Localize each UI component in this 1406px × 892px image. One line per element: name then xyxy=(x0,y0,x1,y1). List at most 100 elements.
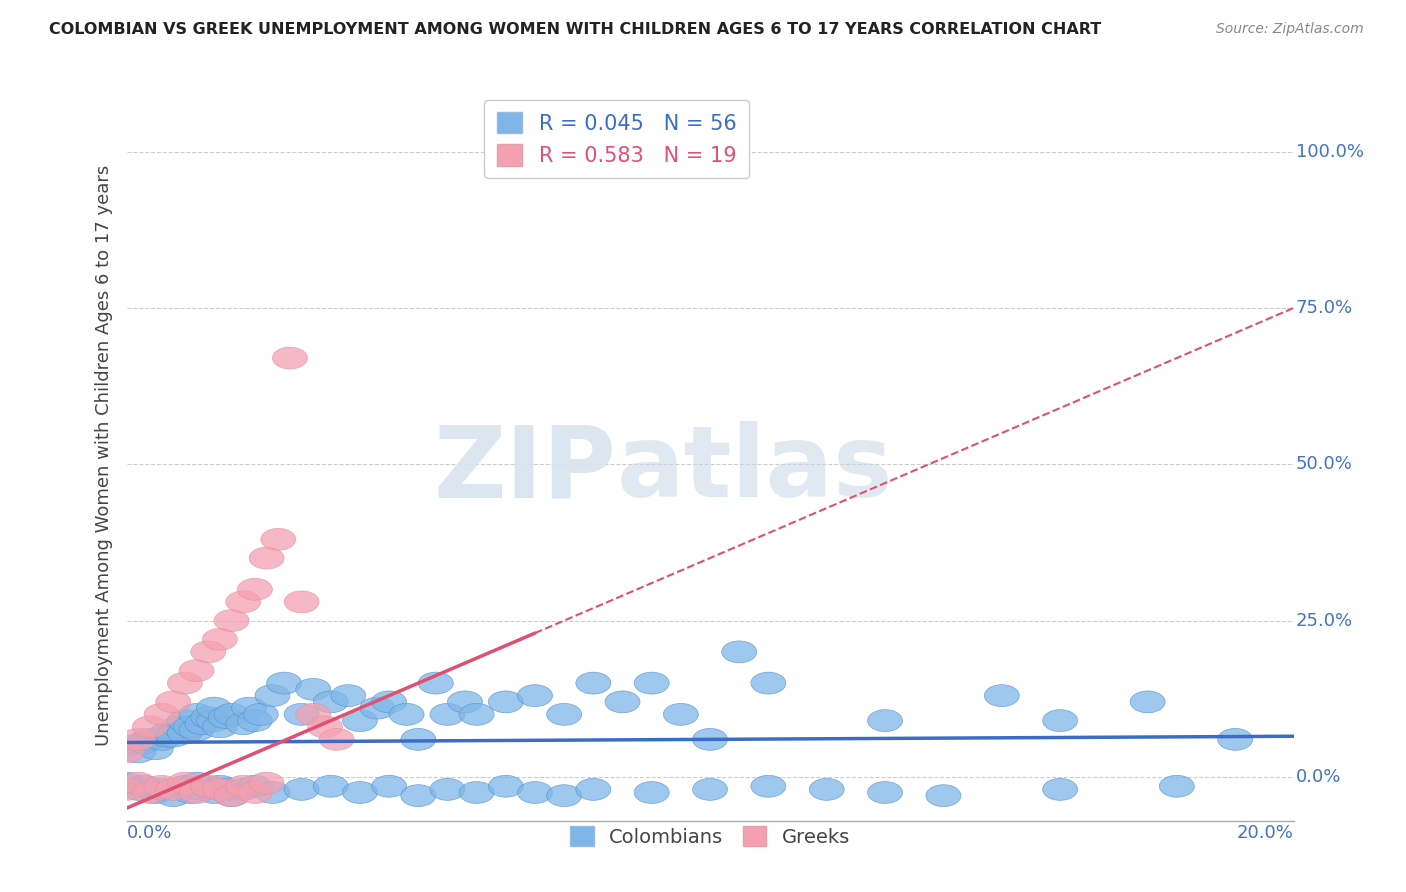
Ellipse shape xyxy=(162,716,197,738)
Ellipse shape xyxy=(330,685,366,706)
Ellipse shape xyxy=(576,779,610,800)
Legend: Colombians, Greeks: Colombians, Greeks xyxy=(562,819,858,855)
Ellipse shape xyxy=(127,731,162,754)
Ellipse shape xyxy=(721,641,756,663)
Ellipse shape xyxy=(184,779,219,800)
Ellipse shape xyxy=(202,779,238,800)
Ellipse shape xyxy=(167,673,202,694)
Ellipse shape xyxy=(156,691,191,713)
Ellipse shape xyxy=(214,785,249,806)
Y-axis label: Unemployment Among Women with Children Ages 6 to 17 years: Unemployment Among Women with Children A… xyxy=(94,164,112,746)
Ellipse shape xyxy=(430,779,465,800)
Ellipse shape xyxy=(132,716,167,738)
Ellipse shape xyxy=(197,781,232,804)
Ellipse shape xyxy=(179,660,214,681)
Text: COLOMBIAN VS GREEK UNEMPLOYMENT AMONG WOMEN WITH CHILDREN AGES 6 TO 17 YEARS COR: COLOMBIAN VS GREEK UNEMPLOYMENT AMONG WO… xyxy=(49,22,1101,37)
Ellipse shape xyxy=(1043,779,1077,800)
Ellipse shape xyxy=(576,673,610,694)
Ellipse shape xyxy=(517,781,553,804)
Ellipse shape xyxy=(273,347,308,369)
Ellipse shape xyxy=(243,704,278,725)
Ellipse shape xyxy=(314,691,349,713)
Ellipse shape xyxy=(121,779,156,800)
Ellipse shape xyxy=(226,775,260,797)
Ellipse shape xyxy=(110,735,143,756)
Ellipse shape xyxy=(254,685,290,706)
Ellipse shape xyxy=(167,775,202,797)
Ellipse shape xyxy=(295,679,330,700)
Ellipse shape xyxy=(156,785,191,806)
Ellipse shape xyxy=(197,710,232,731)
Ellipse shape xyxy=(605,691,640,713)
Ellipse shape xyxy=(179,719,214,741)
Ellipse shape xyxy=(314,775,349,797)
Ellipse shape xyxy=(295,704,330,725)
Ellipse shape xyxy=(447,691,482,713)
Ellipse shape xyxy=(319,729,354,750)
Ellipse shape xyxy=(238,775,273,797)
Ellipse shape xyxy=(868,781,903,804)
Ellipse shape xyxy=(547,704,582,725)
Ellipse shape xyxy=(371,691,406,713)
Ellipse shape xyxy=(121,729,156,750)
Ellipse shape xyxy=(371,775,406,797)
Ellipse shape xyxy=(179,772,214,794)
Text: 100.0%: 100.0% xyxy=(1296,143,1364,161)
Ellipse shape xyxy=(156,779,191,800)
Ellipse shape xyxy=(693,729,727,750)
Ellipse shape xyxy=(488,775,523,797)
Ellipse shape xyxy=(238,781,273,804)
Ellipse shape xyxy=(202,716,238,738)
Text: 75.0%: 75.0% xyxy=(1296,299,1353,317)
Ellipse shape xyxy=(517,685,553,706)
Ellipse shape xyxy=(343,710,377,731)
Text: 0.0%: 0.0% xyxy=(127,824,172,842)
Ellipse shape xyxy=(418,673,453,694)
Ellipse shape xyxy=(249,547,284,569)
Text: 25.0%: 25.0% xyxy=(1296,612,1353,630)
Ellipse shape xyxy=(547,785,582,806)
Ellipse shape xyxy=(214,609,249,632)
Ellipse shape xyxy=(751,775,786,797)
Ellipse shape xyxy=(191,641,226,663)
Ellipse shape xyxy=(868,710,903,731)
Text: atlas: atlas xyxy=(617,421,893,518)
Ellipse shape xyxy=(226,713,260,735)
Ellipse shape xyxy=(238,710,273,731)
Ellipse shape xyxy=(143,729,179,750)
Ellipse shape xyxy=(173,781,208,804)
Ellipse shape xyxy=(232,698,267,719)
Ellipse shape xyxy=(132,781,167,804)
Ellipse shape xyxy=(191,706,226,729)
Ellipse shape xyxy=(249,772,284,794)
Ellipse shape xyxy=(1043,710,1077,731)
Ellipse shape xyxy=(214,704,249,725)
Ellipse shape xyxy=(138,781,173,804)
Ellipse shape xyxy=(634,673,669,694)
Ellipse shape xyxy=(401,729,436,750)
Ellipse shape xyxy=(132,729,167,750)
Ellipse shape xyxy=(173,716,208,738)
Ellipse shape xyxy=(167,710,202,731)
Ellipse shape xyxy=(1130,691,1166,713)
Ellipse shape xyxy=(214,785,249,806)
Ellipse shape xyxy=(150,725,186,747)
Ellipse shape xyxy=(208,706,243,729)
Ellipse shape xyxy=(150,723,186,744)
Ellipse shape xyxy=(810,779,844,800)
Ellipse shape xyxy=(167,723,202,744)
Ellipse shape xyxy=(488,691,523,713)
Ellipse shape xyxy=(197,698,232,719)
Ellipse shape xyxy=(226,591,260,613)
Ellipse shape xyxy=(389,704,425,725)
Ellipse shape xyxy=(343,781,377,804)
Text: 50.0%: 50.0% xyxy=(1296,455,1353,474)
Ellipse shape xyxy=(191,775,226,797)
Ellipse shape xyxy=(238,578,273,600)
Ellipse shape xyxy=(1218,729,1253,750)
Ellipse shape xyxy=(927,785,960,806)
Ellipse shape xyxy=(110,741,143,763)
Ellipse shape xyxy=(121,772,156,794)
Text: 0.0%: 0.0% xyxy=(1296,768,1341,786)
Ellipse shape xyxy=(138,738,173,760)
